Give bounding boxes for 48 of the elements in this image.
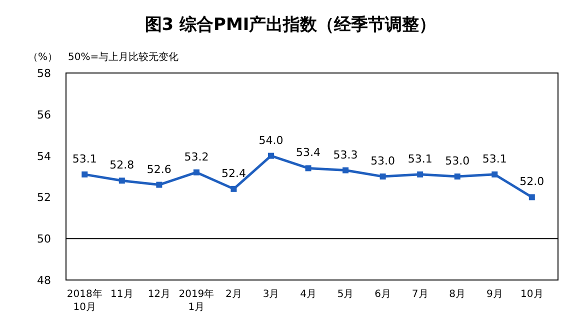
point (156, 182, 162, 188)
point (342, 167, 349, 174)
y-tick-label: 48 (37, 274, 51, 287)
data-label: 54.0 (258, 134, 284, 147)
x-tick-label: 2018年 10月 (66, 288, 102, 313)
y-tick-label: 50 (37, 232, 51, 246)
point (528, 194, 535, 200)
point (305, 165, 312, 172)
x-tick-label: 5月 (337, 289, 354, 300)
x-tick-label: 7月 (412, 289, 428, 300)
data-label: 53.0 (445, 154, 470, 168)
y-tick-label: 58 (37, 67, 51, 80)
point (268, 152, 274, 159)
y-tick-label: 54 (37, 150, 51, 163)
data-label: 53.4 (296, 146, 321, 160)
point (454, 174, 460, 180)
data-label: 53.1 (72, 152, 97, 166)
data-label: 52.4 (221, 166, 246, 180)
point (230, 186, 237, 192)
data-label: 53.2 (184, 150, 209, 164)
data-label: 52.0 (520, 175, 544, 188)
x-tick-label: 10月 (520, 289, 544, 300)
text: 50%=与上月比较无变化 (68, 51, 179, 63)
point (492, 171, 498, 178)
x-tick-label: 3月 (262, 289, 280, 300)
x-tick-label: 2019年 1月 (178, 288, 214, 313)
data-label: 53.1 (408, 152, 432, 166)
x-tick-label: 11月 (110, 289, 134, 300)
x-tick-label: 2月 (226, 289, 242, 300)
x-tick-label: 6月 (374, 289, 392, 300)
y-tick-label: 52 (37, 191, 51, 204)
data-label: 53.1 (482, 152, 507, 166)
data-label: 52.6 (146, 162, 172, 176)
point (82, 171, 88, 178)
chart-title: 图3 综合PMI产出指数（经季节调整） (144, 15, 436, 35)
data-label: 52.8 (110, 158, 134, 172)
data-label: 53.0 (370, 154, 396, 168)
x-tick-label: 12月 (148, 289, 171, 300)
y-axis-title: （%） (28, 52, 58, 63)
point (380, 174, 386, 180)
point (193, 169, 200, 176)
y-tick-label: 56 (37, 108, 51, 122)
x-tick-label: 4月 (300, 289, 316, 300)
point (118, 178, 125, 184)
data-label: 53.3 (333, 148, 358, 162)
x-tick-label: 8月 (449, 289, 466, 300)
point (417, 171, 424, 178)
x-tick-label: 9月 (486, 289, 503, 300)
